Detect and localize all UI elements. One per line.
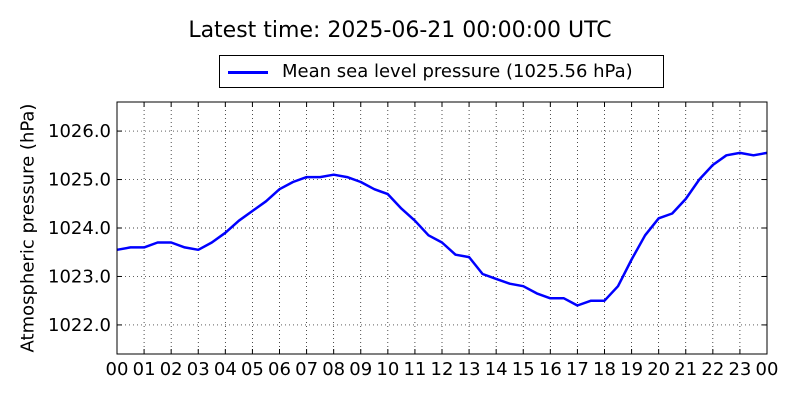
x-tick-label: 14 [485, 359, 508, 380]
x-tick-label: 04 [214, 359, 237, 380]
x-tick-label: 01 [133, 359, 156, 380]
x-tick-label: 00 [756, 359, 779, 380]
y-tick-label: 1026.0 [48, 121, 111, 142]
chart-legend: Mean sea level pressure (1025.56 hPa) [219, 55, 664, 88]
x-tick-label: 10 [376, 359, 399, 380]
y-tick-label: 1025.0 [48, 170, 111, 191]
x-tick-label: 06 [268, 359, 291, 380]
y-tick-label: 1023.0 [48, 266, 111, 287]
x-tick-label: 17 [566, 359, 589, 380]
x-tick-label: 23 [728, 359, 751, 380]
y-tick-label: 1024.0 [48, 218, 111, 239]
x-tick-label: 13 [458, 359, 481, 380]
x-tick-label: 08 [322, 359, 345, 380]
x-tick-label: 07 [295, 359, 318, 380]
x-tick-label: 09 [349, 359, 372, 380]
x-tick-label: 15 [512, 359, 535, 380]
x-tick-label: 18 [593, 359, 616, 380]
x-tick-label: 12 [431, 359, 454, 380]
legend-line-swatch [228, 71, 268, 74]
x-tick-label: 21 [674, 359, 697, 380]
x-tick-label: 16 [539, 359, 562, 380]
x-tick-label: 00 [106, 359, 129, 380]
chart-title: Latest time: 2025-06-21 00:00:00 UTC [188, 18, 612, 43]
x-tick-label: 19 [620, 359, 643, 380]
x-tick-label: 03 [187, 359, 210, 380]
x-tick-label: 20 [647, 359, 670, 380]
x-tick-label: 02 [160, 359, 183, 380]
pressure-series-line [116, 151, 768, 307]
y-tick-label: 1022.0 [48, 315, 111, 336]
x-tick-label: 05 [241, 359, 264, 380]
x-tick-label: 22 [701, 359, 724, 380]
legend-series-label: Mean sea level pressure (1025.56 hPa) [282, 61, 633, 82]
x-tick-label: 11 [403, 359, 426, 380]
